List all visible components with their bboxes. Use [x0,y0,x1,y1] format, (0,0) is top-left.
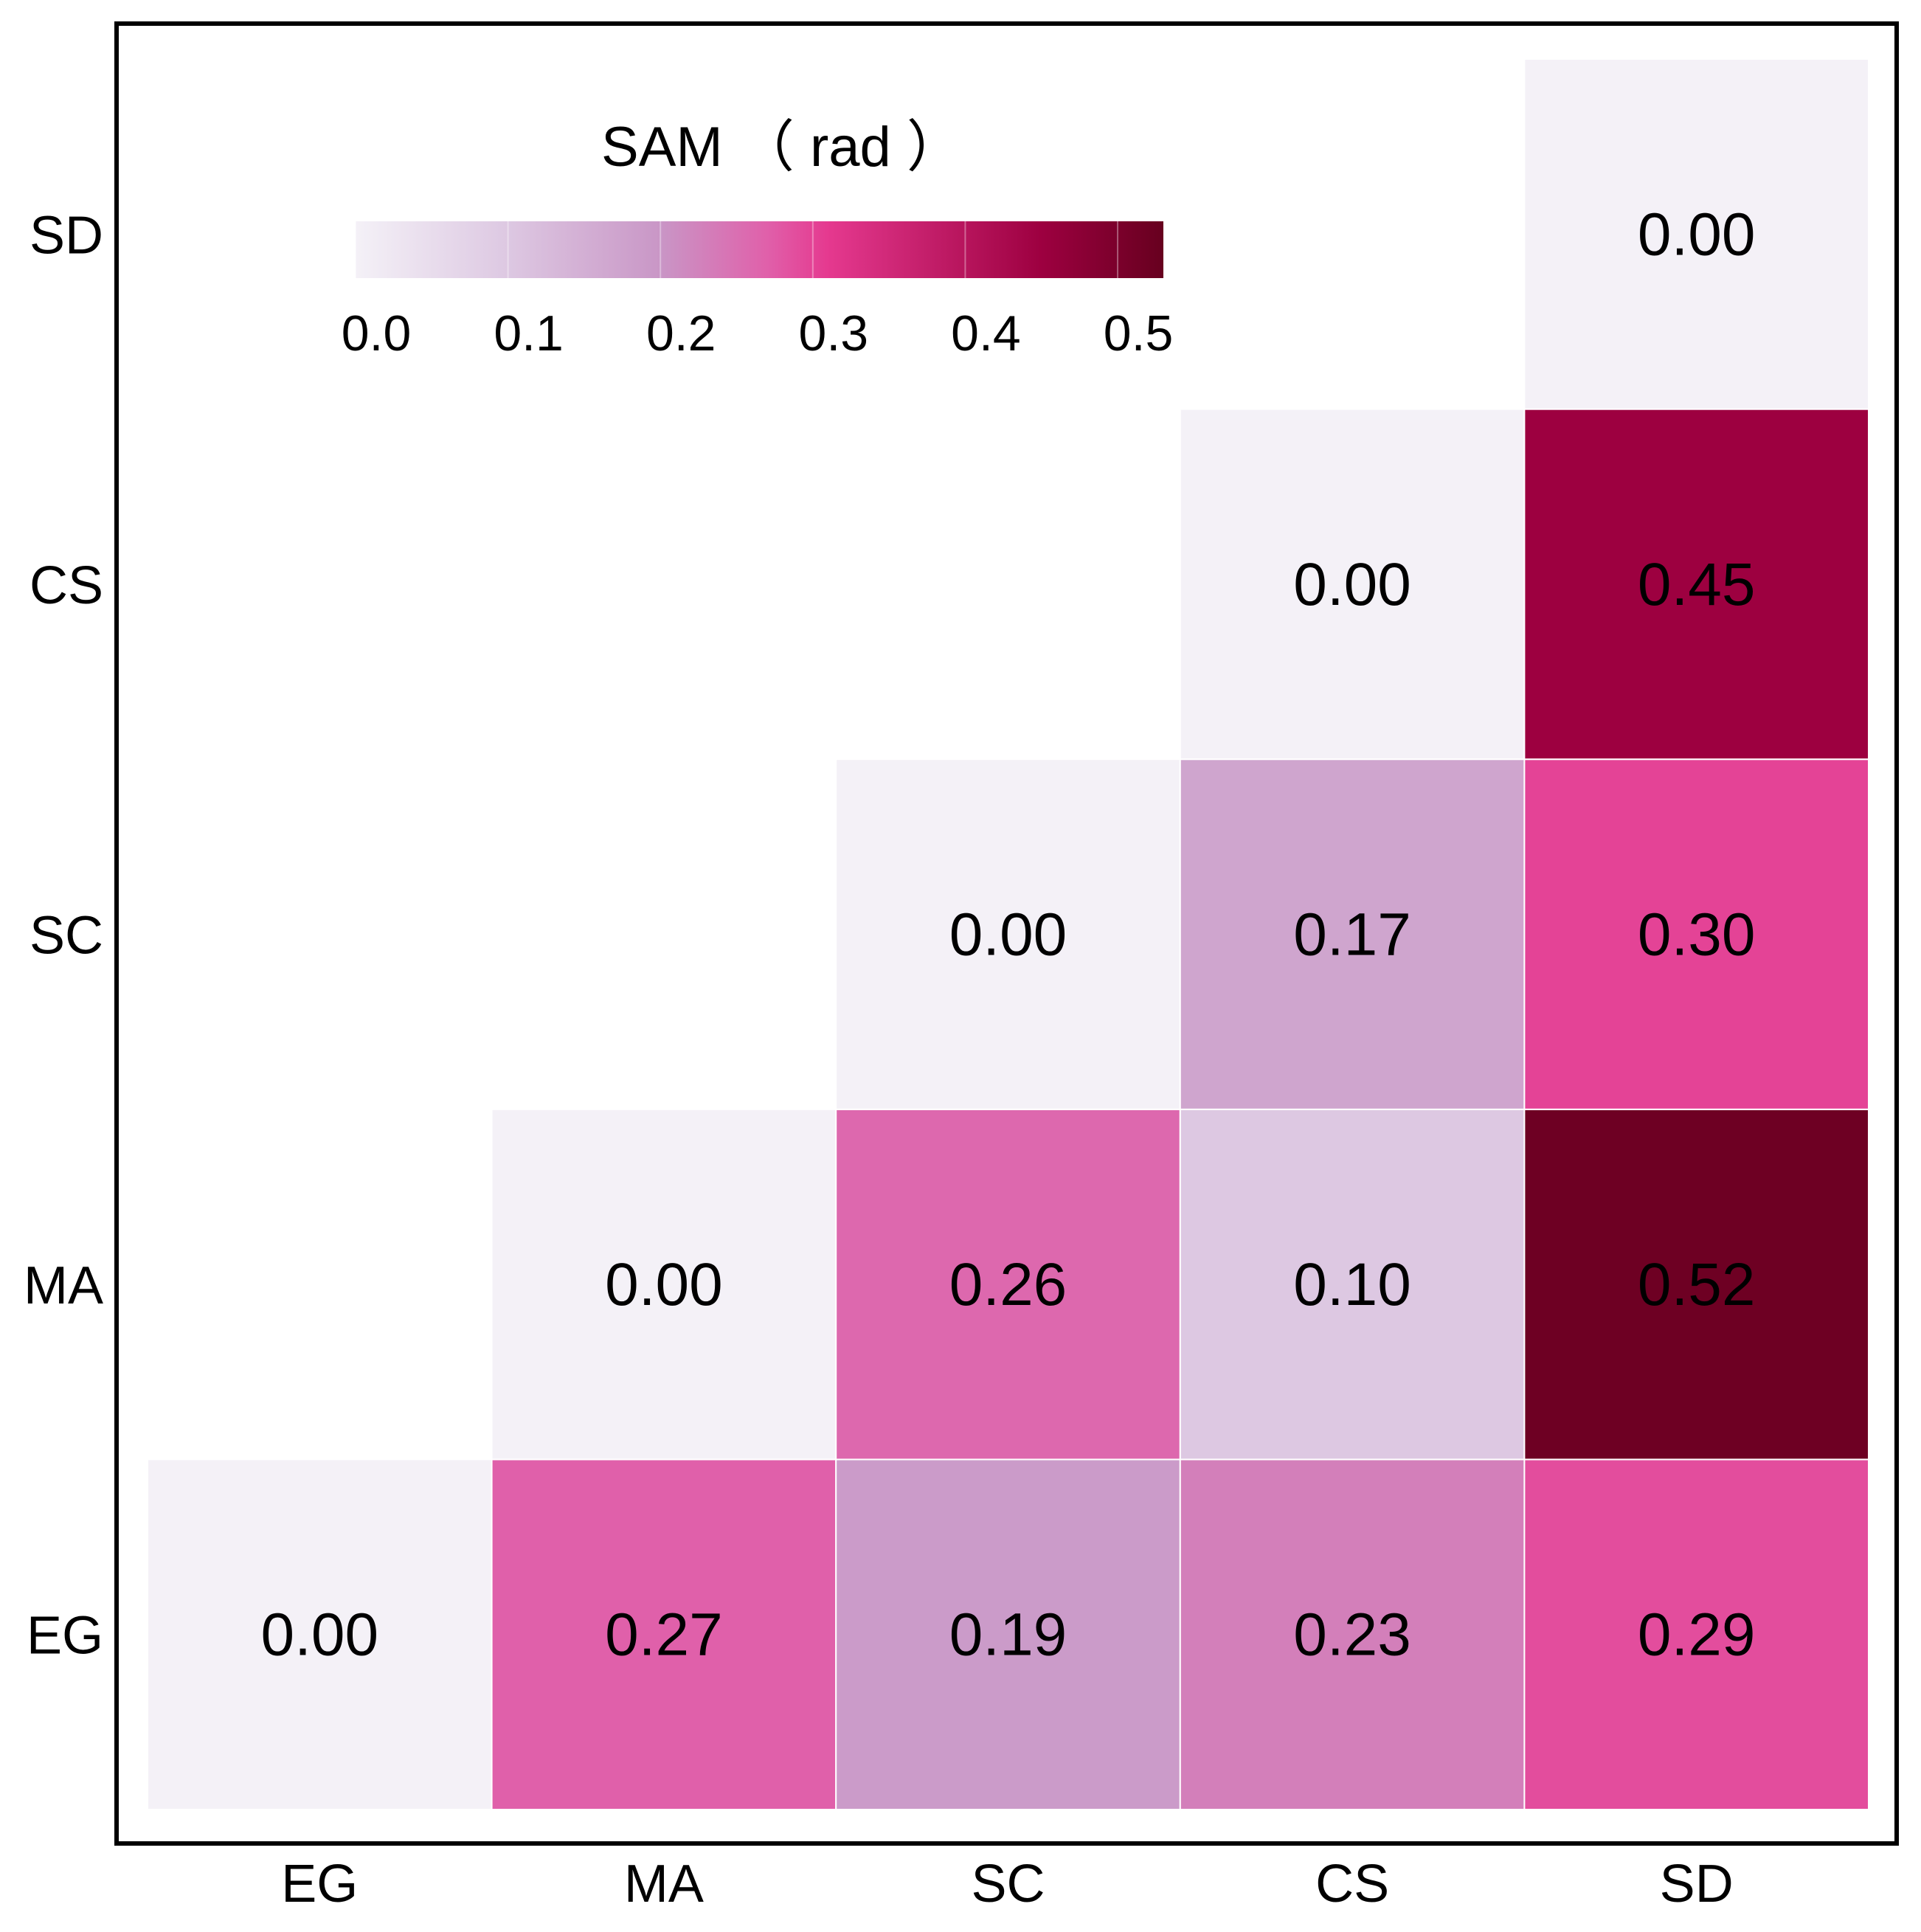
colorbar-tick-label: 0.4 [951,305,1021,361]
colorbar-ticks: 0.0 0.1 0.2 0.3 0.4 0.5 [342,221,1174,361]
heatmap-cell [1179,1108,1526,1461]
heatmap-cell [147,1458,493,1811]
cell-value-label: 0.00 [949,901,1067,969]
heatmap-cell [835,1108,1181,1461]
y-tick-label: SD [30,206,103,265]
x-tick-label: EG [281,1855,358,1914]
x-axis-tick-labels: EG MA SC CS SD [281,1855,1733,1914]
y-tick-label: MA [24,1256,103,1315]
heatmap-cell [835,758,1181,1110]
cell-value-label: 0.23 [1293,1602,1411,1669]
x-tick-label: SD [1660,1855,1734,1914]
cell-value-label: 0.52 [1638,1251,1756,1318]
heatmap-cell [1523,408,1869,761]
cell-value-label: 0.00 [1638,201,1756,268]
heatmap-cell [1523,758,1869,1110]
cell-value-label: 0.00 [605,1251,723,1318]
heatmap-cell [1523,58,1869,410]
colorbar-tick-label: 0.3 [799,305,869,361]
colorbar-gradient [356,221,1163,278]
cell-value-label: 0.17 [1293,901,1411,969]
colorbar-tick-label: 0.5 [1104,305,1174,361]
y-tick-label: EG [27,1607,103,1666]
x-tick-label: MA [624,1855,704,1914]
y-tick-label: SC [30,907,103,966]
heatmap-cell [1523,1458,1869,1811]
colorbar-legend: SAM （ rad ） 0.0 0.1 0.2 0.3 0.4 0.5 [342,116,1174,361]
heatmap-cell [1523,1108,1869,1461]
heatmap-cell [1179,1458,1526,1811]
cell-value-label: 0.00 [260,1602,378,1669]
cell-value-label: 0.27 [605,1602,723,1669]
x-tick-label: CS [1315,1855,1389,1914]
cell-value-label: 0.30 [1638,901,1756,969]
colorbar-tick-label: 0.1 [494,305,564,361]
colorbar-tick-label: 0.0 [342,305,412,361]
heatmap-cell [491,1458,837,1811]
cell-value-label: 0.10 [1293,1251,1411,1318]
cell-value-label: 0.26 [949,1251,1067,1318]
heatmap-cells: 0.00 0.27 0.19 0.23 0.290.00 0.26 0.10 0.520.00… [147,58,1869,1811]
colorbar-title: SAM （ rad ） [601,116,963,179]
heatmap-cell [1179,758,1526,1110]
y-tick-label: CS [30,556,103,615]
heatmap-cell [491,1108,837,1461]
colorbar-tick-label: 0.2 [646,305,716,361]
cell-value-label: 0.45 [1638,551,1756,618]
cell-value-label: 0.00 [1293,551,1411,618]
cell-value-label: 0.19 [949,1602,1067,1669]
y-axis-tick-labels: EG MA SC CS SD [24,206,103,1665]
heatmap-cell [1179,408,1526,761]
x-tick-label: SC [971,1855,1045,1914]
cell-value-label: 0.29 [1638,1602,1756,1669]
